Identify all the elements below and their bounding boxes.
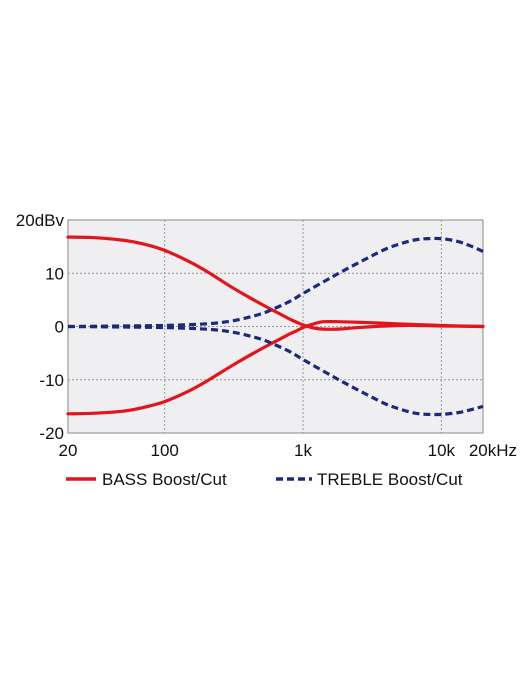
treble-curve-cut (67, 324, 484, 417)
x-tick-label: 20kHz (469, 441, 517, 460)
x-tick-label: 20 (59, 441, 78, 460)
y-tick-labels: 20dBv 10 0 -10 -20 (16, 211, 65, 443)
legend-treble: TREBLE Boost/Cut (276, 470, 463, 489)
y-tick-label: 20dBv (16, 211, 65, 230)
legend: BASS Boost/Cut TREBLE Boost/Cut (66, 470, 463, 489)
bass-curve-boost (66, 235, 485, 331)
y-tick-label: 10 (45, 264, 64, 283)
y-tick-label: -10 (39, 371, 64, 390)
treble-curve-boost (67, 236, 484, 329)
y-tick-label: -20 (39, 424, 64, 443)
curves (66, 235, 485, 417)
legend-bass-label: BASS Boost/Cut (102, 470, 227, 489)
x-tick-label: 10k (428, 441, 456, 460)
x-tick-labels: 20 100 1k 10k 20kHz (59, 441, 517, 460)
x-tick-label: 1k (294, 441, 312, 460)
legend-bass: BASS Boost/Cut (66, 470, 227, 489)
x-tick-label: 100 (151, 441, 179, 460)
y-tick-label: 0 (55, 318, 64, 337)
legend-treble-label: TREBLE Boost/Cut (317, 470, 463, 489)
bass-curve-cut (66, 319, 485, 416)
